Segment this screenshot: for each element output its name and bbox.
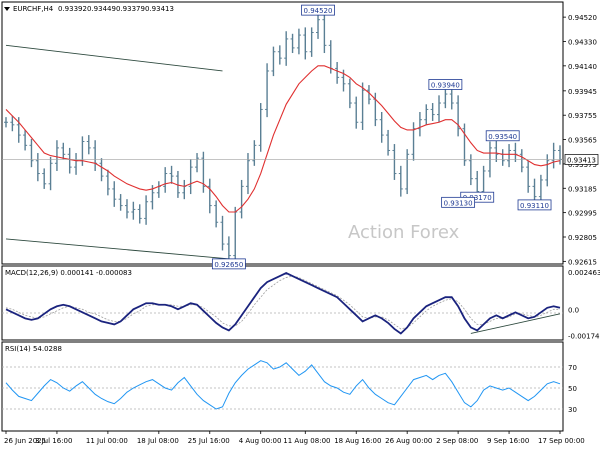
x-tick-label: 11 Jul 00:00	[86, 437, 128, 445]
x-tick-label: 11 Aug 08:00	[283, 437, 330, 445]
x-tick-label: 2 Sep 08:00	[436, 437, 478, 445]
price-callout-box	[301, 4, 335, 16]
macd-line	[5, 272, 561, 335]
rsi-y-tick-label: 30	[568, 406, 577, 414]
macd-series-layer	[5, 272, 561, 335]
price-y-tick-label: 0.93185	[568, 185, 597, 193]
x-tick-label: 17 Sep 00:00	[538, 437, 585, 445]
macd-signal-line	[5, 275, 560, 330]
channel-trendline	[5, 44, 223, 72]
x-tick-label: 26 Jun 2025	[4, 437, 46, 445]
macd-trendline	[470, 313, 561, 334]
last-price-tag	[564, 154, 599, 165]
macd-panel-frame	[1, 265, 564, 341]
price-callout-label: 0.92650	[214, 261, 243, 269]
x-tick-label: 26 Aug 00:00	[385, 437, 432, 445]
x-tick-label: 25 Jul 16:00	[188, 437, 230, 445]
price-callout-label: 0.93540	[488, 133, 517, 141]
ohlc-high: 0.93449	[87, 5, 116, 13]
moving-average-line	[5, 65, 561, 213]
price-callout-box	[485, 130, 520, 142]
last-price-label: 0.93413	[567, 156, 596, 164]
price-callout-box	[428, 79, 463, 90]
watermark-text: Action Forex	[348, 222, 460, 243]
dropdown-triangle-icon[interactable]	[4, 7, 10, 11]
price-y-tick-label: 0.93945	[568, 88, 597, 96]
price-callout-box	[441, 196, 476, 208]
ohlc-close: 0.93413	[145, 5, 174, 13]
price-y-tick-label: 0.93375	[568, 161, 597, 169]
price-y-tick-label: 0.92995	[568, 210, 597, 218]
rsi-panel-frame	[1, 341, 564, 432]
x-tick-label: 3 Jul 16:00	[35, 437, 73, 445]
x-tick-label: 4 Aug 00:00	[239, 437, 282, 445]
macd-y-tick-label: -0.00174	[568, 333, 600, 341]
price-callout-label: 0.93110	[520, 202, 549, 210]
ohlc-low: 0.93379	[116, 5, 145, 13]
rsi-series-layer	[2, 360, 563, 410]
price-series-layer	[2, 12, 563, 264]
rsi-title: RSI(14) 54.0288	[5, 345, 62, 353]
macd-y-tick-label: 0.0	[568, 306, 579, 314]
annotation-layer: 0.94520 0.92650 0.93170 0.93940 0.93540 0.931…	[211, 4, 552, 270]
symbol-label: EURCHF,H4	[13, 5, 54, 13]
axis-layer: 0.94520 0.94330 0.94140 0.93945 0.93755 0.935…	[4, 14, 600, 445]
price-panel-frame	[1, 1, 564, 265]
price-y-tick-label: 0.94330	[568, 38, 597, 46]
price-callout-label: 0.93170	[463, 194, 492, 202]
macd-y-tick-label: 0.002463	[568, 269, 600, 277]
x-tick-label: 9 Sep 16:00	[487, 437, 529, 445]
price-y-tick-label: 0.93565	[568, 137, 597, 145]
macd-title: MACD(12,26,9) 0.000141 -0.000083	[5, 269, 132, 277]
rsi-y-tick-label: 50	[568, 385, 577, 393]
price-callout-label: 0.94520	[304, 7, 333, 15]
price-callout-label: 0.93130	[444, 199, 473, 207]
ohlc-open: 0.93392	[58, 5, 87, 13]
price-y-tick-label: 0.94140	[568, 63, 597, 71]
channel-trendline	[5, 238, 236, 260]
price-y-tick-label: 0.93755	[568, 112, 597, 120]
x-tick-label: 18 Aug 16:00	[334, 437, 381, 445]
price-y-tick-label: 0.92805	[568, 234, 597, 242]
price-callout-box	[211, 258, 246, 270]
rsi-line	[5, 360, 561, 410]
price-y-tick-label: 0.92615	[568, 258, 597, 266]
price-title-group: EURCHF,H4 0.93392 0.93449 0.93379 0.9341…	[4, 5, 174, 13]
price-callout-box	[517, 199, 552, 211]
price-y-tick-label: 0.94520	[568, 14, 597, 22]
rsi-y-tick-label: 70	[568, 364, 577, 372]
x-tick-label: 18 Jul 08:00	[137, 437, 179, 445]
price-callout-label: 0.93940	[431, 81, 460, 89]
